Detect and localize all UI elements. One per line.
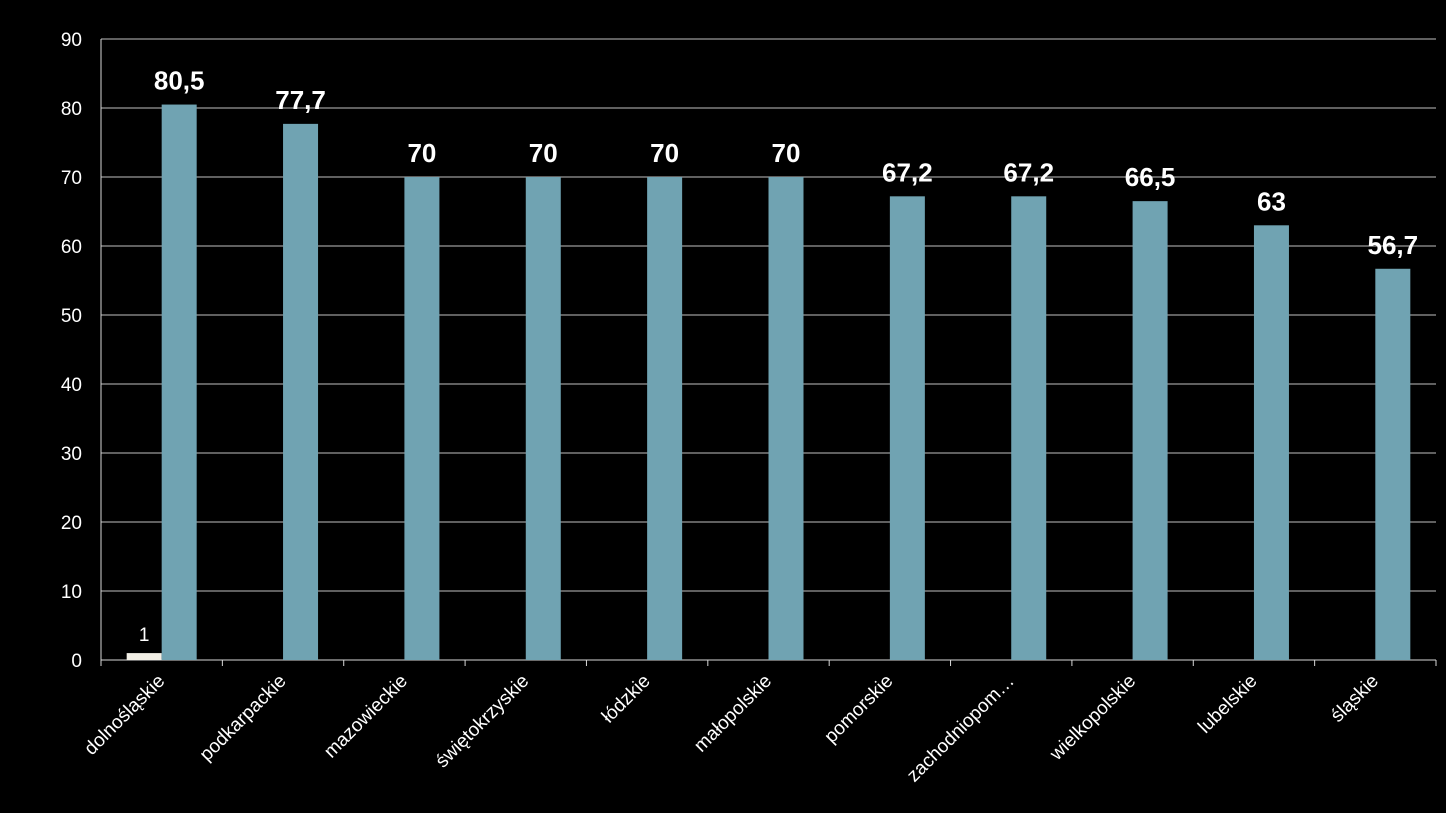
- bars: [126, 104, 1411, 661]
- data-label: 56,7: [1368, 230, 1419, 260]
- bar: [1375, 268, 1411, 660]
- y-tick-label: 80: [61, 99, 82, 120]
- bar: [126, 653, 162, 660]
- bar: [889, 196, 925, 660]
- x-tick-label: podkarpackie: [196, 671, 291, 766]
- data-label: 67,2: [882, 157, 933, 187]
- y-tick-label: 10: [61, 582, 82, 603]
- data-label: 66,5: [1125, 162, 1176, 192]
- bar: [283, 123, 319, 661]
- y-tick-label: 50: [61, 306, 82, 327]
- y-tick-label: 40: [61, 375, 82, 396]
- x-tick-label: lubelskie: [1194, 671, 1261, 738]
- data-label: 70: [772, 138, 801, 168]
- data-label: 80,5: [154, 66, 205, 96]
- y-tick-labels: 0 10 20 30 40 50 60 70 80 90: [61, 30, 82, 672]
- bar: [404, 177, 440, 660]
- data-label: 77,7: [275, 85, 326, 115]
- x-tick-labels: dolnośląskie podkarpackie mazowieckie święt…: [80, 671, 1382, 787]
- x-tick-label: wielkopolskie: [1045, 671, 1140, 766]
- y-tick-label: 20: [61, 513, 82, 534]
- bar: [647, 177, 683, 660]
- y-tick-label: 90: [61, 30, 82, 51]
- y-tick-label: 60: [61, 237, 82, 258]
- bar: [1253, 225, 1289, 661]
- x-tick-label: świętokrzyskie: [432, 671, 533, 772]
- data-label: 1: [139, 625, 150, 646]
- data-label: 70: [529, 138, 558, 168]
- y-tick-label: 0: [71, 651, 82, 672]
- x-tick-label: mazowieckie: [320, 671, 412, 763]
- bar: [768, 177, 804, 660]
- data-label: 70: [407, 138, 436, 168]
- bar: [1132, 201, 1168, 660]
- x-tick-label: śląskie: [1327, 671, 1383, 727]
- bar: [161, 104, 197, 661]
- x-tick-label: łódzkie: [598, 671, 655, 728]
- x-tick-label: zachodniopom…: [903, 671, 1019, 787]
- x-tick-label: dolnośląskie: [80, 671, 169, 760]
- y-tick-label: 30: [61, 444, 82, 465]
- bar: [1011, 196, 1047, 660]
- data-labels: 1 80,5 77,7 70 70 70 70 67,2 67,2 66,5 63 56,7: [139, 66, 1418, 647]
- x-tick-label: małopolskie: [690, 671, 776, 757]
- data-label: 70: [650, 138, 679, 168]
- y-tick-label: 70: [61, 168, 82, 189]
- data-label: 67,2: [1003, 157, 1054, 187]
- x-tick-label: pomorskie: [821, 671, 898, 748]
- data-label: 63: [1257, 186, 1286, 216]
- bar: [525, 177, 561, 660]
